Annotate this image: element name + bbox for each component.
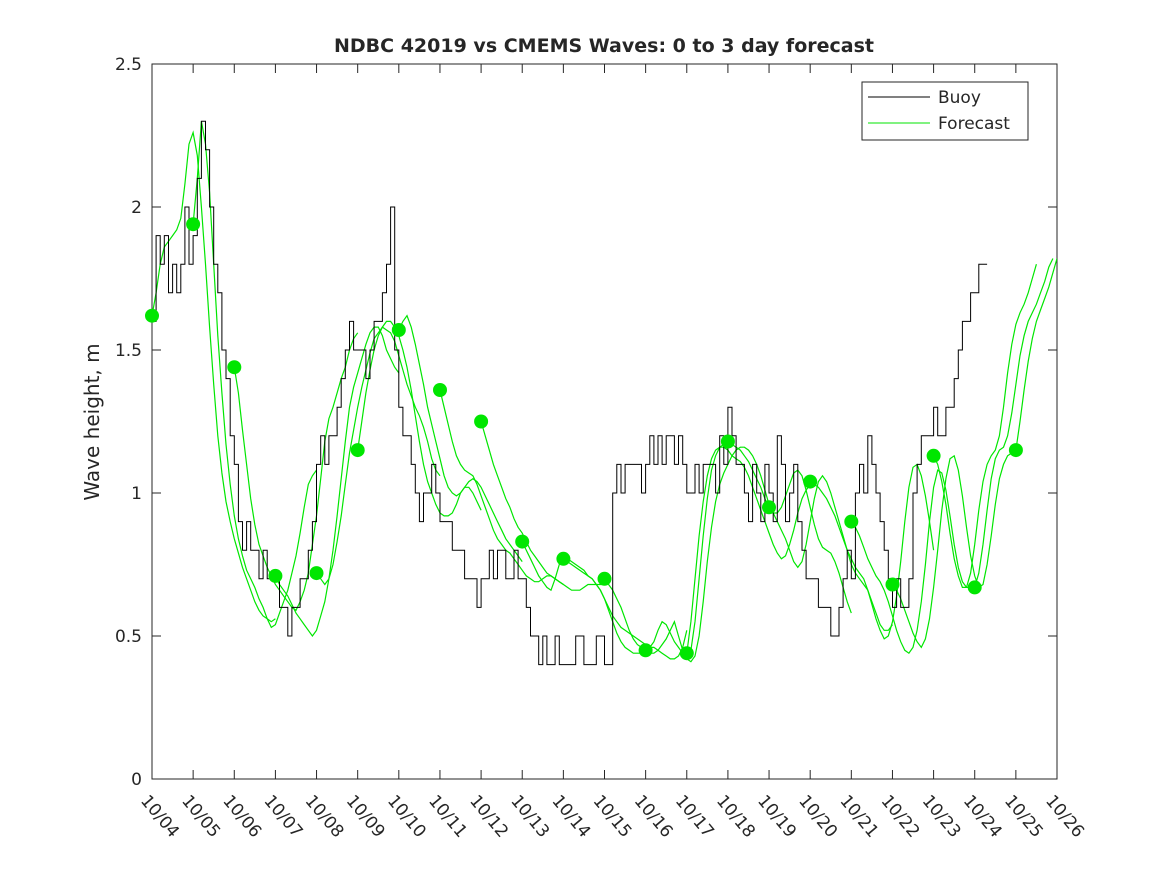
forecast-start-point [967,580,982,595]
forecast-start-point [597,571,612,586]
forecast-run-line [645,446,770,663]
legend-label-buoy: Buoy [938,88,981,108]
forecast-run-line [1015,258,1057,451]
forecast-run-line [563,558,688,660]
forecast-run-line [152,130,276,623]
forecast-run-line [604,441,729,657]
forecast-start-point [145,308,159,323]
forecast-run-line [727,441,852,614]
forecast-start-point [515,534,530,549]
forecast-run-line [933,264,1037,589]
forecast-start-point [926,448,941,463]
forecast-run-line [974,258,1054,588]
y-tick-label: 1.5 [115,341,142,361]
y-tick-label: 0.5 [115,627,142,647]
forecast-run-line [233,332,359,612]
forecast-run-line [316,326,441,586]
forecast-run-line [398,314,523,562]
forecast-start-point [556,551,571,566]
chart-title: NDBC 42019 vs CMEMS Waves: 0 to 3 day fo… [334,35,874,57]
y-axis-label: Wave height, m [80,343,104,500]
forecast-start-point [803,474,818,489]
forecast-run-line [892,449,1017,649]
forecast-start-point [474,414,489,429]
forecast-run-line [850,469,976,655]
forecast-start-point [186,217,201,232]
forecast-run-line [809,463,935,640]
legend-label-forecast: Forecast [938,114,1010,134]
forecast-run-line [274,326,400,638]
y-tick-label: 2 [131,198,142,218]
forecast-start-point [350,443,365,458]
forecast-run-line [480,421,605,591]
forecast-run-line [521,541,646,646]
forecast-start-point [1008,443,1023,458]
legend-box [861,81,1029,141]
forecast-start-point [720,434,735,449]
forecast-start-point [433,383,447,397]
forecast-start-point [638,643,653,658]
forecast-run-line [686,446,811,654]
forecast-start-point [885,577,900,592]
forecast-start-point [309,566,324,581]
forecast-start-point [268,568,283,583]
buoy-line [152,120,988,666]
forecast-start-point [762,500,776,515]
y-tick-label: 0 [131,770,142,790]
forecast-run-line [439,389,564,585]
forecast-start-point [391,323,406,337]
forecast-start-point [679,646,694,661]
forecast-run-line [768,474,893,631]
y-tick-label: 2.5 [115,55,142,75]
forecast-start-point [844,514,859,529]
y-tick-label: 1 [131,484,142,504]
forecast-start-point [227,360,242,375]
legend: Buoy Forecast [861,81,1029,141]
